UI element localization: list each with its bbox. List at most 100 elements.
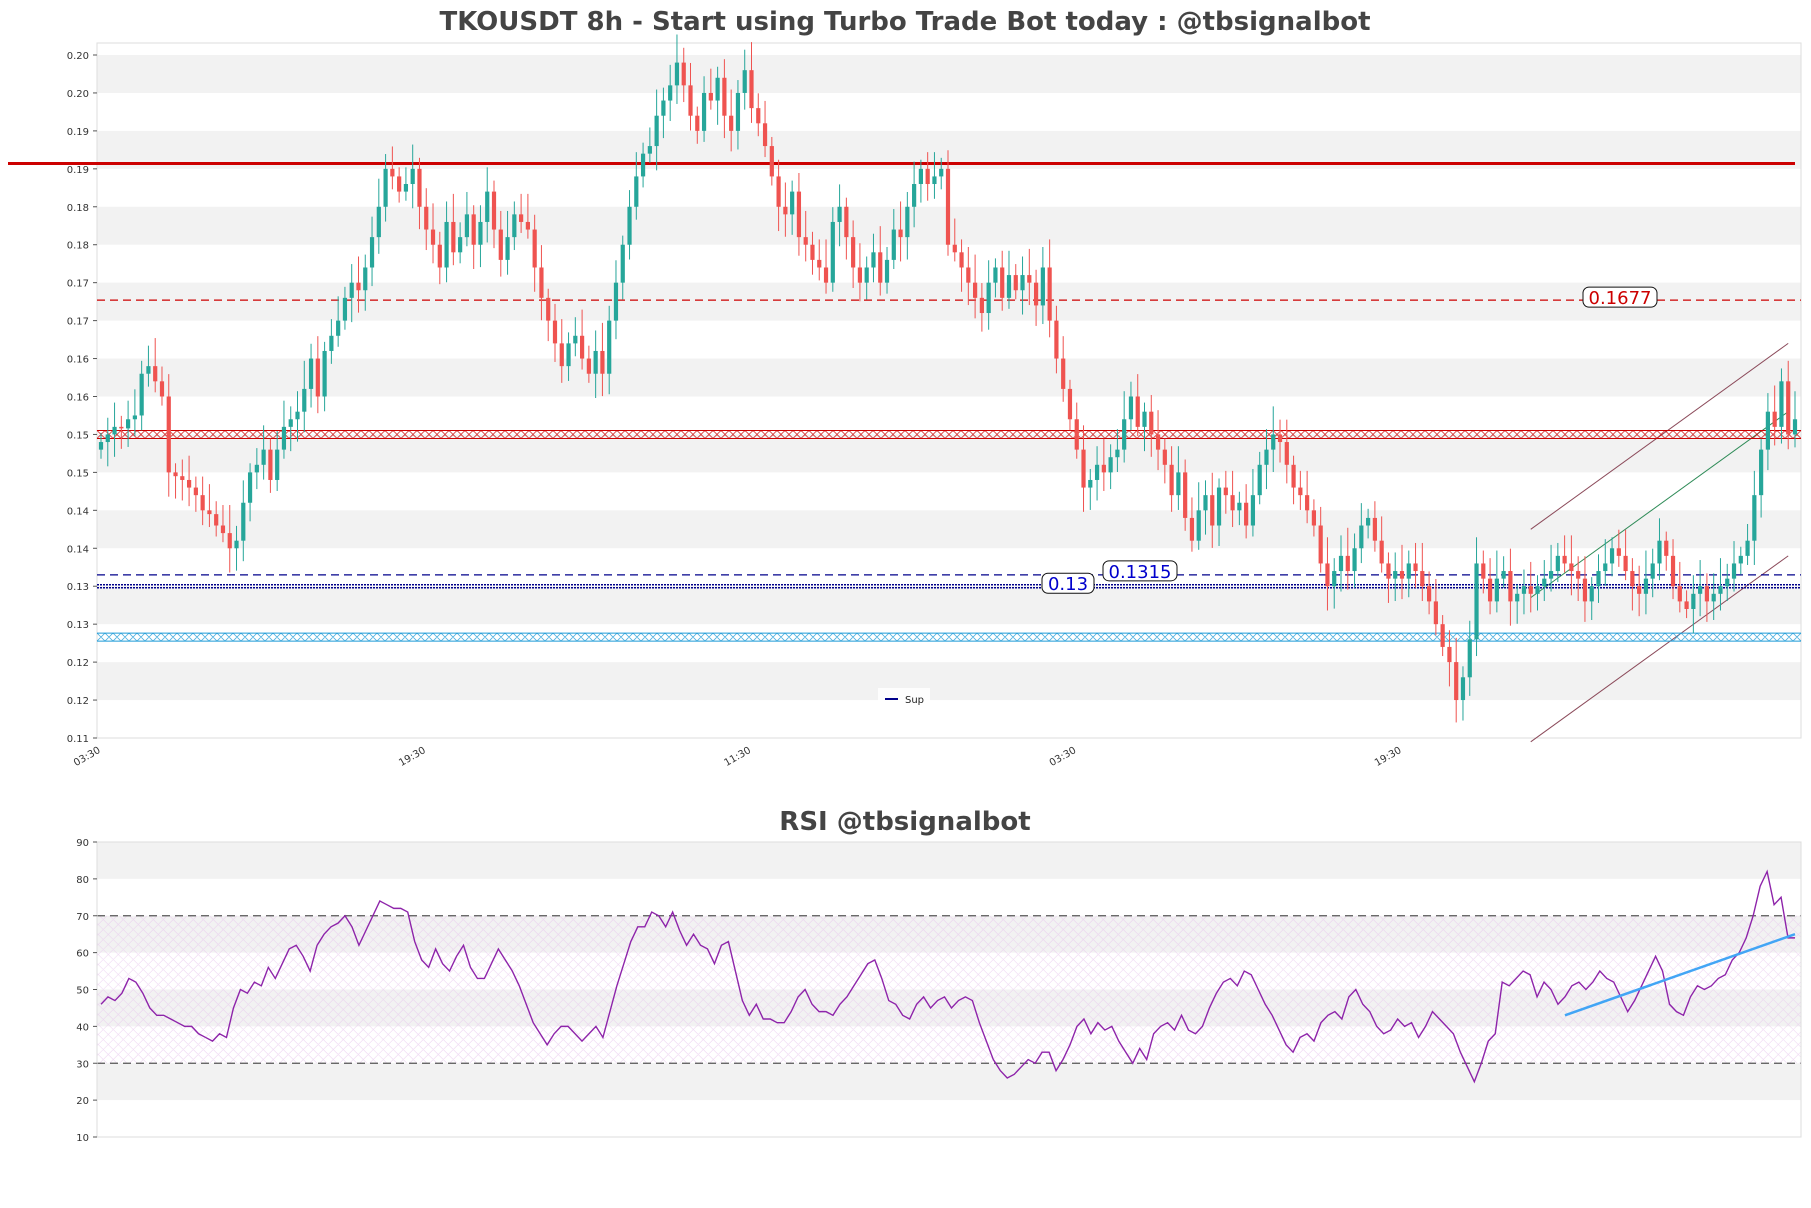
candle-body — [1413, 563, 1418, 572]
candle-body — [1203, 495, 1208, 511]
candle-body — [444, 221, 449, 268]
candle-body — [1271, 434, 1276, 450]
candle-body — [1528, 586, 1533, 594]
candle-body — [1664, 540, 1669, 556]
candle-body — [180, 476, 185, 480]
candle-body — [119, 426, 124, 429]
rsi-band — [97, 1063, 1801, 1101]
candle-body — [640, 153, 646, 177]
candle-body — [1311, 510, 1317, 526]
candle-body — [275, 449, 280, 480]
candle-body — [810, 244, 815, 260]
candle-body — [424, 206, 429, 230]
candle-body — [1616, 548, 1621, 556]
candle-body — [742, 70, 747, 93]
candle-body — [227, 533, 232, 549]
main-chart-frame — [96, 42, 1802, 739]
candle-body — [1433, 601, 1438, 625]
candle-body — [1759, 449, 1764, 496]
candle-body — [410, 168, 415, 185]
candle-body — [1589, 586, 1594, 602]
candle-body — [1230, 495, 1235, 511]
y-tick-label: 0.12 — [67, 658, 89, 669]
channel-line — [1530, 555, 1789, 743]
candle-body — [796, 191, 802, 238]
candle-body — [735, 92, 741, 131]
zone-pattern — [96, 632, 1802, 642]
candle-body — [1501, 571, 1506, 579]
candle-body — [1718, 586, 1723, 594]
candle-body — [1047, 267, 1052, 321]
rsi-series — [100, 869, 1796, 1084]
candle-body — [1406, 563, 1411, 579]
candle-body — [1515, 593, 1520, 602]
candle-body — [308, 358, 314, 389]
candle-body — [708, 92, 713, 101]
candle-body — [1576, 571, 1581, 579]
candle-body — [1670, 555, 1676, 587]
candle-body — [498, 229, 503, 260]
main-y-axis: 0.20 0.20 0.19 0.19 0.18 0.18 0.17 0.17 0.16 0.16… — [67, 51, 97, 745]
candle-body — [342, 297, 348, 321]
rsi-y-tick-label: 90 — [76, 838, 89, 849]
candle-body — [918, 168, 923, 185]
candle-body — [1623, 555, 1628, 572]
candle-body — [1176, 472, 1181, 496]
level-value-label: 0.1315 — [1109, 562, 1172, 583]
candle-body — [1535, 586, 1540, 594]
candle-body — [668, 85, 673, 101]
candle-body — [701, 92, 707, 131]
candle-body — [674, 62, 680, 86]
legend-label-sup: Sup — [905, 695, 924, 706]
candle-body — [1454, 662, 1459, 701]
rsi-y-tick-label: 20 — [76, 1096, 89, 1107]
candle-body — [1765, 411, 1770, 450]
candle-body — [437, 244, 442, 268]
candle-body — [1345, 555, 1350, 572]
candle-body — [1189, 517, 1195, 541]
candle-body — [1555, 555, 1560, 572]
legend-box — [878, 688, 930, 710]
candle-body — [1277, 434, 1283, 443]
candle-body — [1779, 381, 1784, 427]
rsi-y-tick-label: 60 — [76, 949, 89, 960]
candle-body — [803, 237, 808, 245]
candle-body — [1081, 449, 1086, 488]
candle-body — [620, 244, 625, 283]
candle-body — [762, 123, 768, 147]
candle-body — [1088, 479, 1093, 488]
candle-body — [1122, 419, 1127, 450]
main-chart-bands — [97, 55, 1801, 701]
main-band — [97, 282, 1801, 321]
candle-body — [905, 206, 910, 238]
y-tick-label: 0.18 — [67, 241, 89, 252]
y-tick-label: 0.14 — [67, 506, 89, 517]
level-value-box — [1041, 572, 1095, 594]
candle-body — [1210, 495, 1215, 526]
candle-body — [390, 168, 395, 177]
candle-body — [1691, 593, 1696, 609]
candle-body — [973, 282, 978, 298]
candle-body — [254, 464, 259, 473]
candle-body — [1657, 540, 1662, 564]
candle-body — [1487, 578, 1493, 602]
candle-body — [729, 115, 734, 131]
candle-body — [132, 415, 137, 420]
candle-body — [1399, 571, 1405, 579]
candle-body — [383, 168, 388, 207]
candle-body — [1521, 586, 1527, 594]
candle-body — [1074, 419, 1079, 450]
candle-body — [586, 358, 591, 374]
candle-body — [1650, 563, 1655, 579]
rsi-line — [100, 869, 1795, 1084]
candle-body — [146, 366, 151, 374]
candle-body — [464, 214, 470, 238]
candle-body — [369, 237, 375, 268]
candle-body — [532, 229, 537, 268]
candle-body — [559, 343, 564, 367]
candle-body — [573, 335, 578, 344]
candle-body — [1223, 487, 1228, 496]
candle-body — [478, 221, 483, 245]
candle-body — [1786, 381, 1791, 435]
candle-body — [1305, 495, 1310, 511]
